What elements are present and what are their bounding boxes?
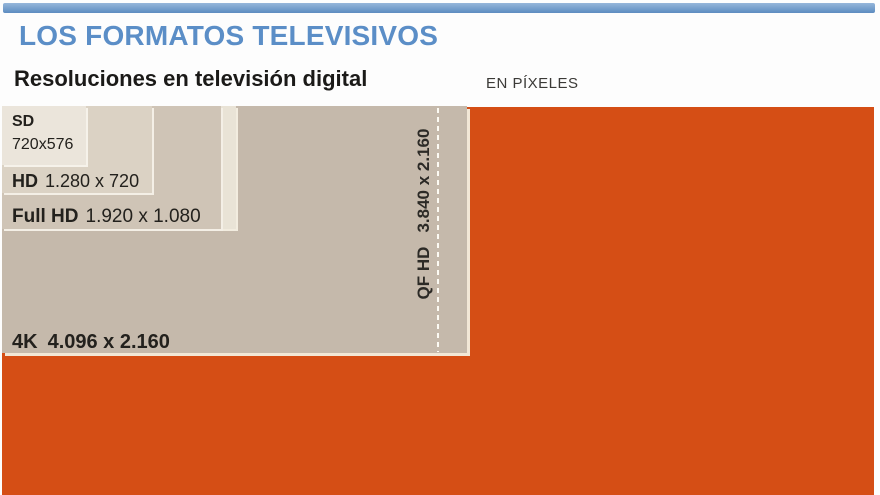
blue-top-bar	[3, 3, 875, 13]
unit-note: EN PÍXELES	[486, 75, 579, 92]
qfhd-name: QF HD	[414, 246, 433, 300]
qfhd-dashed-line	[437, 108, 439, 352]
hd-resolution: 1.280 x 720	[45, 171, 140, 191]
page-subtitle: Resoluciones en televisión digital	[14, 66, 368, 91]
4k-label: 4K 4.096 x 2.160	[12, 331, 170, 354]
rect-sd	[2, 106, 86, 165]
hd-label: HD 1.280 x 720	[12, 171, 139, 192]
page-title: LOS FORMATOS TELEVISIVOS	[19, 20, 439, 51]
4k-name: 4K	[12, 331, 38, 353]
fullhd-label: Full HD 1.920 x 1.080	[12, 206, 201, 228]
hd-name: HD	[12, 171, 38, 191]
fullhd-name: Full HD	[12, 206, 79, 227]
qfhd-resolution: 3.840 x 2.160	[414, 128, 433, 233]
sd-label: SD 720x576	[12, 110, 73, 156]
qfhd-vertical-label: QF HD 3.840 x 2.160	[414, 129, 434, 300]
sd-resolution: 720x576	[12, 136, 74, 153]
4k-resolution: 4.096 x 2.160	[47, 331, 170, 353]
fullhd-resolution: 1.920 x 1.080	[85, 206, 201, 227]
sd-name: SD	[12, 113, 35, 130]
